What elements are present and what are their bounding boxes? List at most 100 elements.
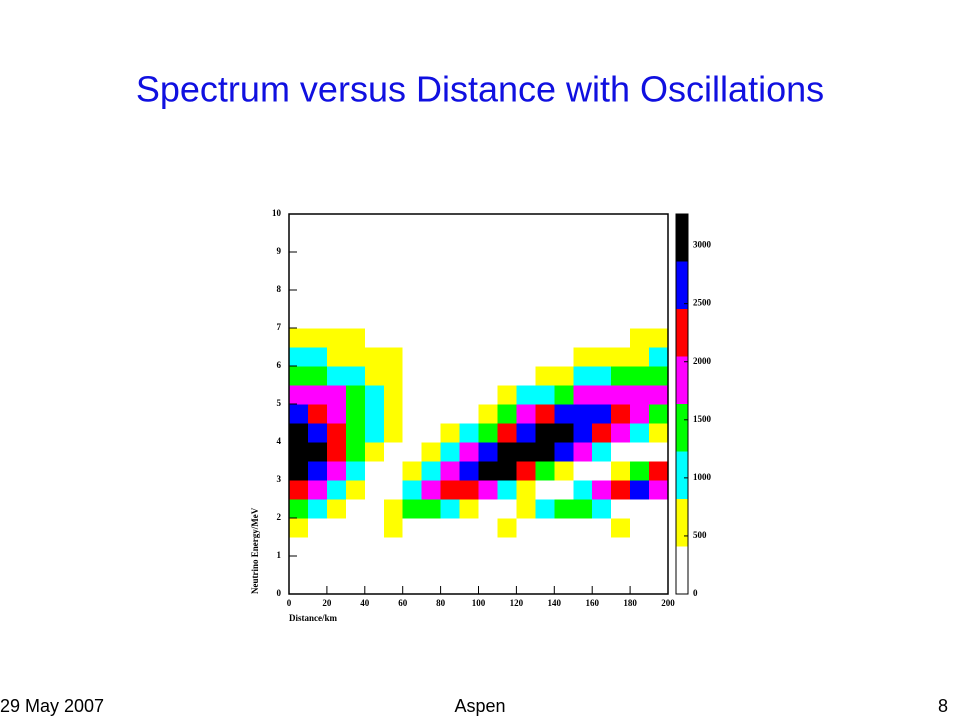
contour-cell <box>630 385 650 405</box>
contour-cell <box>611 423 631 443</box>
contour-cell <box>497 347 517 367</box>
contour-cell <box>364 214 385 234</box>
contour-cell <box>554 385 574 405</box>
contour-cell <box>421 556 441 576</box>
contour-cell <box>478 214 498 234</box>
contour-cell <box>345 214 366 234</box>
contour-cell <box>630 499 650 519</box>
contour-cell <box>383 214 404 234</box>
contour-cell <box>535 442 555 462</box>
contour-cell <box>573 518 593 538</box>
contour-cell <box>554 366 574 386</box>
contour-cell <box>516 290 536 310</box>
y-tick-label: 10 <box>272 208 282 218</box>
contour-cell <box>345 404 366 424</box>
x-tick-label: 0 <box>287 598 292 608</box>
contour-cell <box>440 214 460 234</box>
x-tick-label: 20 <box>322 598 332 608</box>
contour-cell <box>630 442 650 462</box>
contour-cell <box>383 252 404 272</box>
contour-cell <box>592 252 612 272</box>
contour-cell <box>421 518 441 538</box>
contour-cell <box>497 461 517 481</box>
contour-cell <box>573 480 593 500</box>
contour-cell <box>554 328 574 348</box>
contour-cell <box>630 309 650 329</box>
contour-cell <box>535 499 555 519</box>
contour-cell <box>345 252 366 272</box>
contour-cell <box>383 366 404 386</box>
colorbar-segment <box>676 499 688 547</box>
contour-cell <box>611 518 631 538</box>
contour-cell <box>307 423 328 443</box>
contour-cell <box>440 518 460 538</box>
contour-cell <box>402 480 423 500</box>
contour-cell <box>573 328 593 348</box>
contour-cell <box>516 233 536 253</box>
contour-cell <box>459 214 479 234</box>
contour-cell <box>307 480 328 500</box>
contour-cell <box>649 347 669 367</box>
contour-cell <box>383 556 404 576</box>
contour-cell <box>459 233 479 253</box>
contour-cell <box>440 309 460 329</box>
contour-cell <box>478 461 498 481</box>
contour-cell <box>364 404 385 424</box>
contour-cell <box>289 366 309 386</box>
contour-cell <box>307 347 328 367</box>
contour-cell <box>345 537 366 557</box>
contour-cell <box>554 518 574 538</box>
contour-cell <box>402 461 423 481</box>
contour-cell <box>535 404 555 424</box>
contour-cell <box>592 347 612 367</box>
contour-cell <box>459 575 479 595</box>
y-tick-label: 2 <box>277 512 282 522</box>
contour-cell <box>630 347 650 367</box>
y-tick-label: 4 <box>277 436 282 446</box>
contour-cell <box>649 404 669 424</box>
contour-cell <box>592 271 612 291</box>
contour-cell <box>516 537 536 557</box>
colorbar-segment <box>676 451 688 499</box>
contour-cell <box>364 385 385 405</box>
contour-cell <box>421 480 441 500</box>
footer-date: 29 May 2007 <box>0 696 104 716</box>
contour-cell <box>497 328 517 348</box>
contour-cell <box>289 442 309 462</box>
contour-cell <box>573 575 593 595</box>
contour-cell <box>383 480 404 500</box>
contour-cell <box>592 556 612 576</box>
contour-cell <box>497 214 517 234</box>
contour-cell <box>307 290 328 310</box>
contour-cell <box>345 233 366 253</box>
contour-cell <box>440 290 460 310</box>
contour-cell <box>592 442 612 462</box>
x-tick-label: 80 <box>436 598 446 608</box>
contour-cell <box>440 556 460 576</box>
contour-cell <box>649 233 669 253</box>
contour-cell <box>554 347 574 367</box>
contour-cell <box>649 252 669 272</box>
contour-cell <box>326 461 347 481</box>
contour-cell <box>630 252 650 272</box>
contour-cell <box>459 252 479 272</box>
contour-cell <box>402 575 423 595</box>
x-tick-label: 100 <box>472 598 486 608</box>
contour-cell <box>345 480 366 500</box>
contour-cell <box>516 328 536 348</box>
contour-cell <box>649 461 669 481</box>
contour-cell <box>611 575 631 595</box>
y-tick-label: 6 <box>277 360 282 370</box>
contour-cell <box>383 518 404 538</box>
contour-cell <box>592 404 612 424</box>
contour-cell <box>440 404 460 424</box>
contour-cell <box>289 214 309 234</box>
contour-cell <box>611 290 631 310</box>
contour-cell <box>326 518 347 538</box>
contour-cell <box>649 423 669 443</box>
contour-cell <box>459 461 479 481</box>
contour-cell <box>289 271 309 291</box>
contour-cell <box>289 385 309 405</box>
contour-cell <box>440 347 460 367</box>
